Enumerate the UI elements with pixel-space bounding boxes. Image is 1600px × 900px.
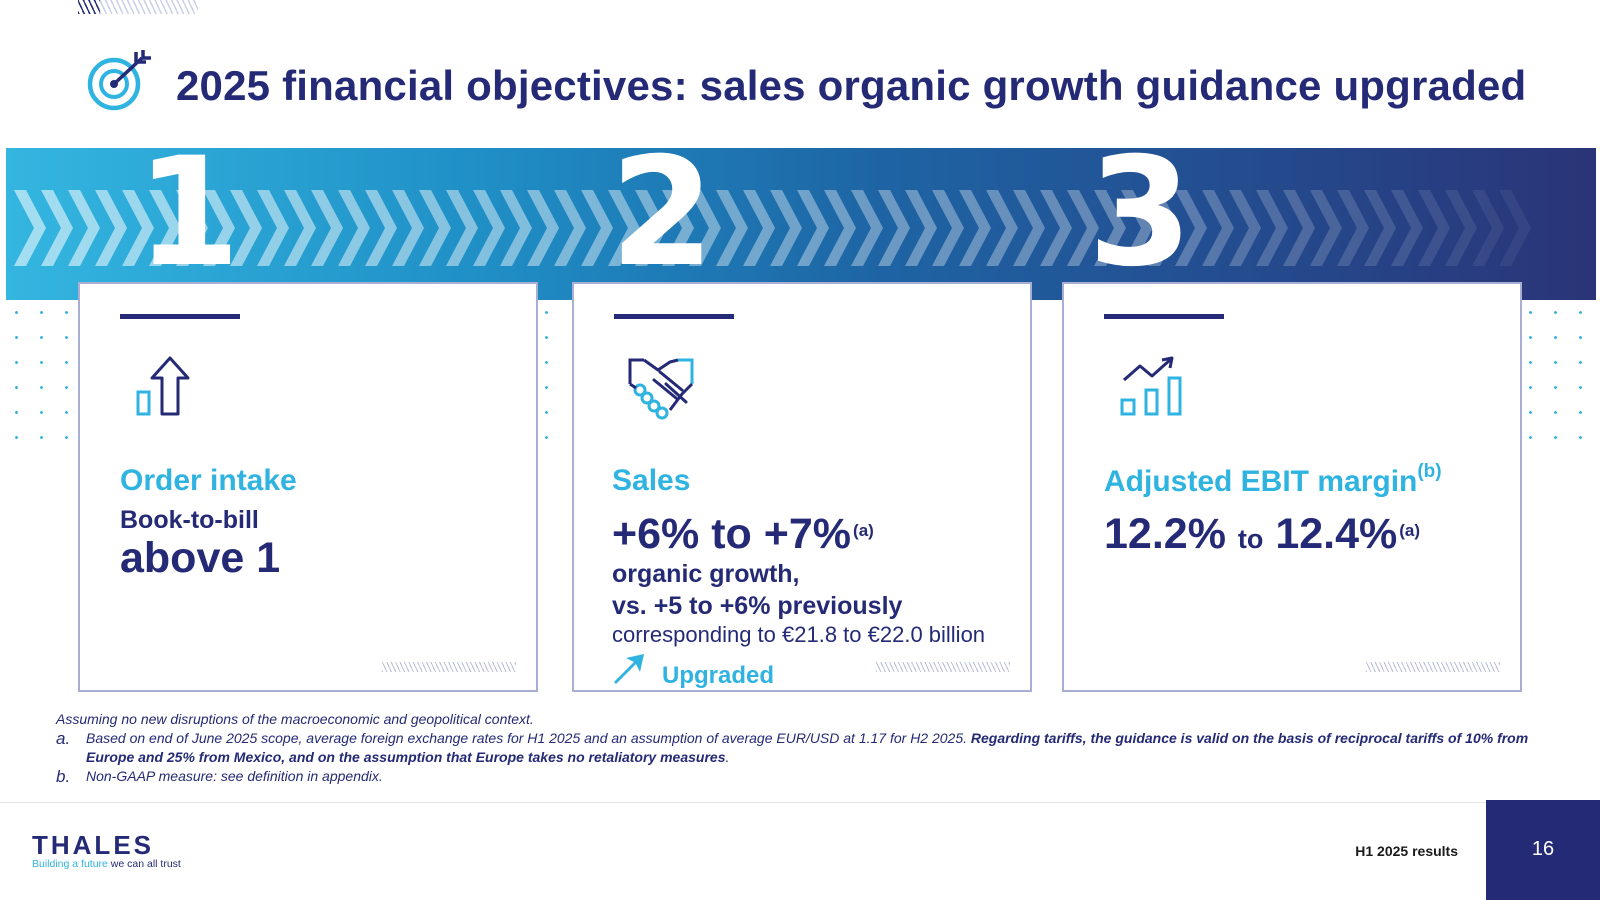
dots-decoration-left	[4, 300, 70, 440]
card-range: +6% to +7% (a)	[612, 510, 874, 559]
logo-tagline: Building a future we can all trust	[32, 858, 181, 870]
footnote-b-text: Non-GAAP measure: see definition in appe…	[86, 768, 383, 784]
growth-chart-icon	[1120, 356, 1182, 416]
bar-up-arrow-icon	[136, 356, 190, 416]
footer-divider	[0, 802, 1486, 803]
thales-logo: THALES	[32, 830, 154, 860]
card-order-intake: Order intake Book-to-bill above 1	[78, 282, 538, 692]
card-heading: Adjusted EBIT margin(b)	[1104, 461, 1442, 499]
range-low: +6%	[612, 510, 700, 558]
footnote-ref-b: (b)	[1417, 461, 1442, 482]
page-number-box: 16	[1486, 800, 1600, 900]
card-range: 12.2% to 12.4% (a)	[1104, 510, 1420, 559]
footer-label: H1 2025 results	[1355, 843, 1458, 859]
card-hatch-decoration	[1366, 662, 1500, 672]
tagline-rest: we can all trust	[107, 858, 181, 870]
footnote-ref-a: (a)	[1399, 521, 1421, 540]
footnote-a-bold: Regarding tariffs, the guidance is valid…	[86, 730, 1529, 765]
card-heading-text: Adjusted EBIT margin	[1104, 465, 1418, 498]
target-icon	[87, 50, 151, 111]
card-value: above 1	[120, 534, 281, 582]
dots-decoration-mid1	[534, 300, 568, 440]
handshake-icon	[628, 358, 694, 420]
upgraded-arrow-icon	[614, 654, 644, 684]
footnote-a: a. Based on end of June 2025 scope, aver…	[56, 729, 1556, 767]
range-high: +7%	[763, 510, 852, 558]
chevron-banner	[6, 148, 1596, 300]
footnote-b: b. Non-GAAP measure: see definition in a…	[56, 767, 1556, 786]
card-accent-bar	[614, 314, 734, 319]
footnote-intro: Assuming no new disruptions of the macro…	[56, 711, 534, 727]
footnote-a-text: Based on end of June 2025 scope, average…	[86, 730, 968, 746]
card-ebit-margin: Adjusted EBIT margin(b) 12.2% to 12.4% (a…	[1062, 282, 1522, 692]
step-number-2: 2	[610, 126, 715, 300]
card-line-billion: corresponding to €21.8 to €22.0 billion	[612, 622, 986, 647]
step-number-1: 1	[136, 126, 241, 300]
top-hatch-decoration	[78, 0, 198, 14]
card-accent-bar	[120, 314, 240, 319]
range-to: to	[711, 510, 752, 558]
card-subheading: Book-to-bill	[120, 506, 259, 534]
range-low: 12.2%	[1104, 510, 1226, 558]
page-number: 16	[1531, 838, 1555, 860]
footnote-a-label: a.	[56, 729, 71, 748]
card-line-previous: vs. +5 to +6% previously	[612, 592, 903, 620]
upgraded-label: Upgraded	[662, 662, 775, 689]
tagline-highlight: Building a future	[32, 858, 108, 870]
card-heading: Sales	[612, 464, 691, 497]
card-accent-bar	[1104, 314, 1224, 319]
dots-decoration-right	[1518, 300, 1584, 440]
card-sales: Sales +6% to +7% (a) organic growth, vs. …	[572, 282, 1032, 692]
card-hatch-decoration	[382, 662, 516, 672]
card-line-organic: organic growth,	[612, 560, 800, 588]
step-number-3: 3	[1088, 126, 1193, 300]
range-high: 12.4%	[1275, 510, 1398, 558]
footnotes: Assuming no new disruptions of the macro…	[56, 710, 1556, 786]
card-hatch-decoration	[876, 662, 1010, 672]
footnote-ref-a: (a)	[853, 521, 874, 540]
page-title: 2025 financial objectives: sales organic…	[176, 62, 1527, 109]
footnote-a-end: .	[725, 749, 730, 765]
range-to: to	[1237, 524, 1264, 554]
footnote-b-label: b.	[56, 767, 71, 786]
card-heading: Order intake	[120, 464, 297, 497]
